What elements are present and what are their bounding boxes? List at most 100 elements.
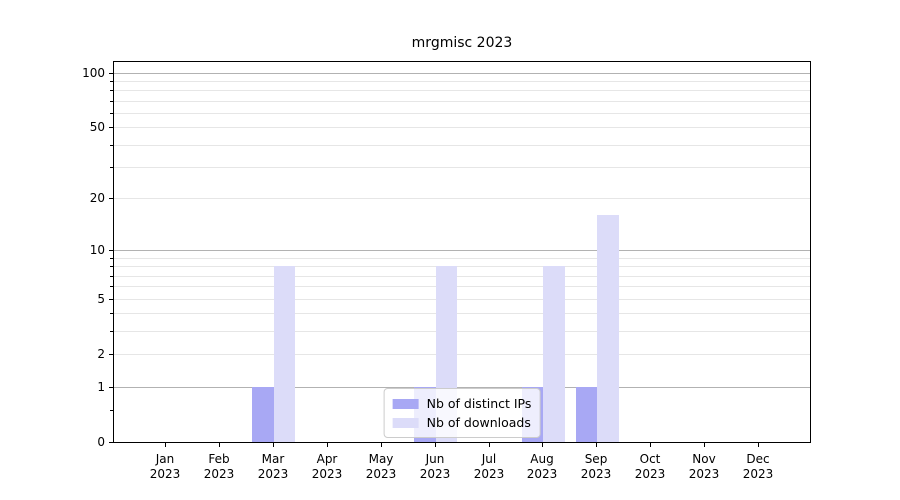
minor-gridline xyxy=(114,113,810,114)
x-tick-label: Nov 2023 xyxy=(664,452,744,482)
y-minor-tick-mark xyxy=(110,299,113,300)
y-minor-tick-mark xyxy=(110,354,113,355)
x-tick-label-year: 2023 xyxy=(742,467,774,481)
x-tick-mark xyxy=(435,443,436,447)
y-minor-tick-mark xyxy=(110,286,113,287)
chart-title: mrgmisc 2023 xyxy=(411,35,513,51)
x-tick-mark xyxy=(327,443,328,447)
x-tick-label: Jan 2023 xyxy=(125,452,205,482)
y-tick-mark xyxy=(109,73,113,74)
minor-gridline xyxy=(114,299,810,300)
bar-downloads-mar xyxy=(273,266,296,442)
x-tick-mark xyxy=(542,443,543,447)
x-tick-label: Aug 2023 xyxy=(502,452,582,482)
y-minor-tick-mark xyxy=(110,258,113,259)
x-tick-label-year: 2023 xyxy=(365,467,397,481)
x-tick-label-year: 2023 xyxy=(149,467,181,481)
x-tick-label: Feb 2023 xyxy=(179,452,259,482)
x-tick-label: May 2023 xyxy=(341,452,421,482)
y-minor-tick-mark xyxy=(110,90,113,91)
y-tick-mark xyxy=(109,442,113,443)
x-tick-label-year: 2023 xyxy=(419,467,451,481)
x-tick-label: Sep 2023 xyxy=(556,452,636,482)
y-minor-tick-mark xyxy=(110,145,113,146)
minor-gridline xyxy=(114,198,810,199)
legend-label-downloads: Nb of downloads xyxy=(426,415,531,430)
x-tick-label-year: 2023 xyxy=(257,467,289,481)
x-tick-mark xyxy=(650,443,651,447)
y-minor-tick-mark xyxy=(110,410,113,411)
minor-gridline xyxy=(114,286,810,287)
minor-gridline xyxy=(114,266,810,267)
y-minor-tick-mark xyxy=(110,276,113,277)
x-tick-label-month: Feb xyxy=(208,452,230,466)
x-tick-label-year: 2023 xyxy=(580,467,612,481)
legend-swatch-downloads xyxy=(392,417,419,428)
y-minor-tick-mark xyxy=(110,266,113,267)
bar-distinct-ips-mar xyxy=(252,386,274,442)
x-tick-mark xyxy=(219,443,220,447)
x-tick-mark xyxy=(273,443,274,447)
x-tick-label-year: 2023 xyxy=(688,467,720,481)
x-tick-label-year: 2023 xyxy=(311,467,343,481)
x-tick-mark xyxy=(704,443,705,447)
x-tick-mark xyxy=(758,443,759,447)
y-tick-label: 10 xyxy=(89,243,105,257)
minor-gridline xyxy=(114,258,810,259)
y-minor-tick-mark xyxy=(110,198,113,199)
y-tick-mark xyxy=(109,387,113,388)
y-tick-label: 100 xyxy=(82,66,105,80)
x-tick-mark xyxy=(489,443,490,447)
minor-gridline xyxy=(114,331,810,332)
minor-gridline xyxy=(114,354,810,355)
legend-label-distinct-ips: Nb of distinct IPs xyxy=(426,396,532,411)
x-tick-mark xyxy=(165,443,166,447)
bar-downloads-aug xyxy=(543,266,565,442)
x-tick-mark xyxy=(596,443,597,447)
minor-gridline xyxy=(114,145,810,146)
x-tick-label-month: Dec xyxy=(746,452,770,466)
minor-gridline xyxy=(114,167,810,168)
legend-swatch-distinct-ips xyxy=(392,398,419,409)
x-tick-label-month: Jul xyxy=(481,452,497,466)
y-tick-label: 0 xyxy=(97,435,105,449)
minor-gridline xyxy=(114,90,810,91)
x-tick-label-month: Jun xyxy=(425,452,445,466)
x-tick-label-year: 2023 xyxy=(634,467,666,481)
legend-item-downloads: Nb of downloads xyxy=(392,413,532,432)
x-tick-label-month: Jan xyxy=(155,452,175,466)
y-minor-tick-mark xyxy=(110,127,113,128)
y-tick-mark xyxy=(109,250,113,251)
y-tick-label: 50 xyxy=(89,120,105,134)
minor-gridline xyxy=(114,313,810,314)
x-tick-label-year: 2023 xyxy=(526,467,558,481)
y-tick-label: 1 xyxy=(97,380,105,394)
x-tick-label-month: May xyxy=(368,452,394,466)
minor-gridline xyxy=(114,127,810,128)
plot-area: Nb of distinct IPs Nb of downloads xyxy=(113,61,811,443)
minor-gridline xyxy=(114,101,810,102)
x-tick-label-month: Apr xyxy=(316,452,338,466)
major-gridline xyxy=(114,387,810,388)
y-tick-label: 20 xyxy=(89,191,105,205)
x-tick-label: Oct 2023 xyxy=(610,452,690,482)
x-tick-label: Jul 2023 xyxy=(449,452,529,482)
x-tick-label: Apr 2023 xyxy=(287,452,367,482)
y-tick-label: 2 xyxy=(97,347,105,361)
y-minor-tick-mark xyxy=(110,331,113,332)
x-tick-label: Mar 2023 xyxy=(233,452,313,482)
major-gridline xyxy=(114,73,810,74)
x-tick-label-month: Sep xyxy=(584,452,608,466)
x-tick-label-year: 2023 xyxy=(473,467,505,481)
y-tick-label: 5 xyxy=(97,292,105,306)
y-minor-tick-mark xyxy=(110,113,113,114)
y-minor-tick-mark xyxy=(110,313,113,314)
minor-gridline xyxy=(114,81,810,82)
x-tick-label-month: Oct xyxy=(639,452,661,466)
y-minor-tick-mark xyxy=(110,167,113,168)
y-minor-tick-mark xyxy=(110,101,113,102)
x-tick-mark xyxy=(381,443,382,447)
x-tick-label-month: Aug xyxy=(530,452,554,466)
x-tick-label: Jun 2023 xyxy=(395,452,475,482)
